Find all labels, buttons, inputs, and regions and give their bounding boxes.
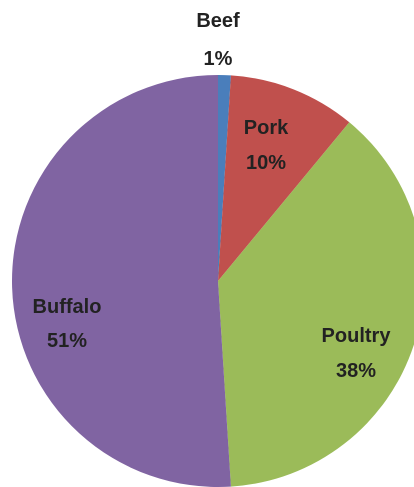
pie-slice-poultry <box>218 122 414 487</box>
pie-slice-beef <box>218 75 231 281</box>
slice-label-pork-name: Pork <box>244 117 289 139</box>
slice-label-poultry-value: 38% <box>336 360 376 382</box>
slice-label-poultry-name: Poultry <box>322 325 392 347</box>
slice-label-buffalo-value: 51% <box>47 330 87 352</box>
pie-slice-pork <box>218 75 350 281</box>
slice-label-buffalo-name: Buffalo <box>33 296 102 318</box>
slice-label-pork-value: 10% <box>246 152 286 174</box>
slice-label-beef-name: Beef <box>196 10 240 32</box>
pie-labels: Beef 1% Pork 10% Poultry 38% Buffalo 51% <box>33 10 392 382</box>
pie-slice-buffalo <box>12 75 231 487</box>
slice-label-beef-value: 1% <box>204 48 233 70</box>
pie-slices <box>12 75 414 487</box>
